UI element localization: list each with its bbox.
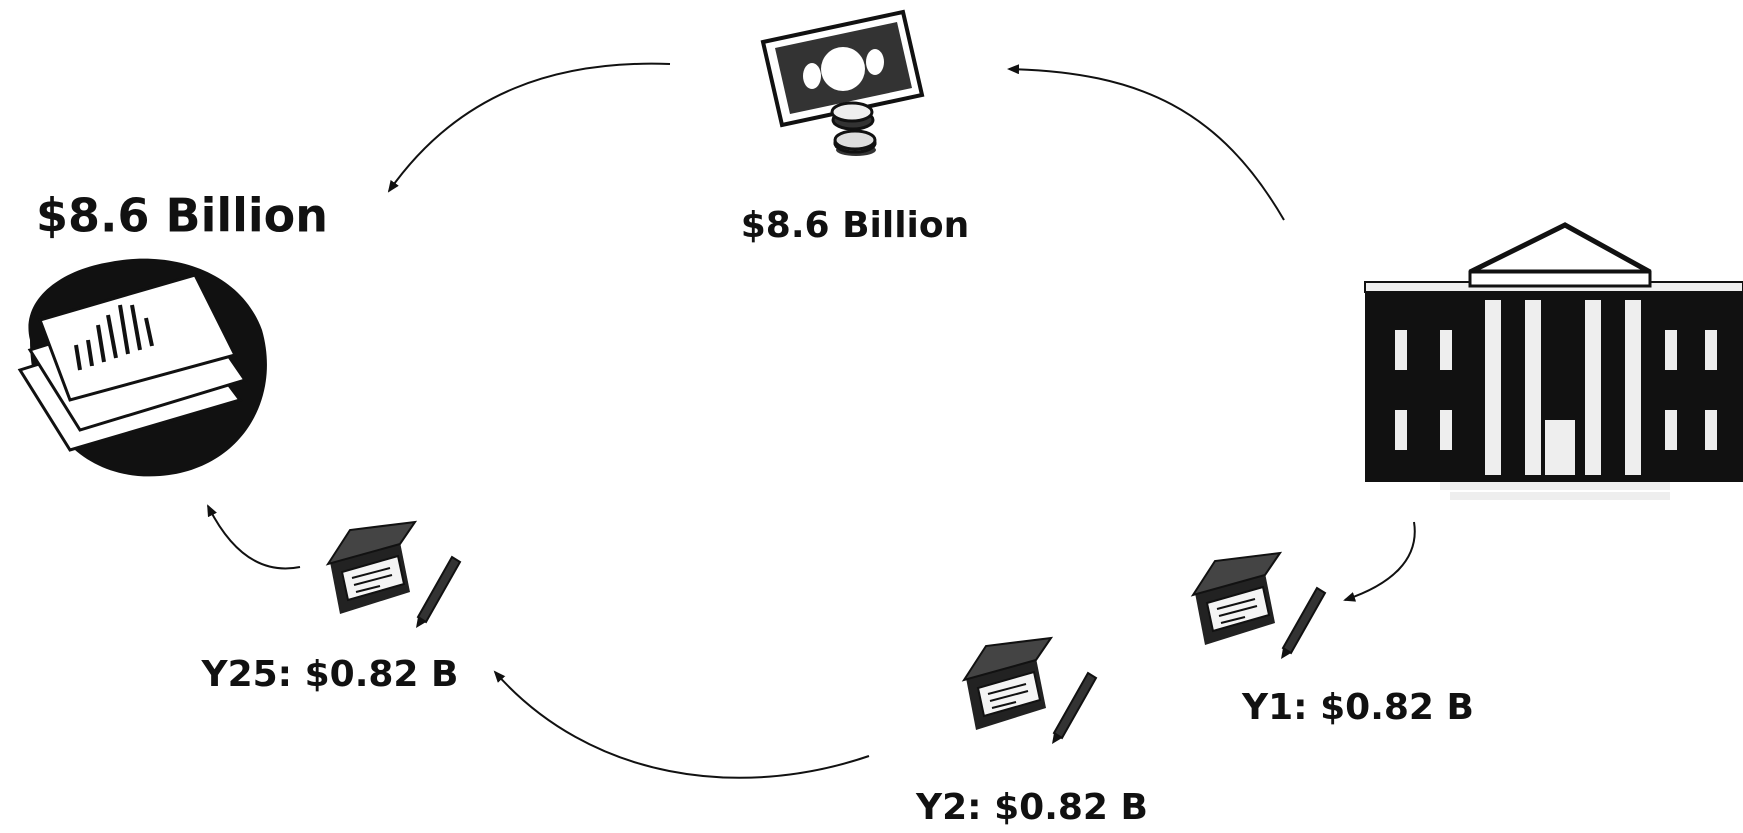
diagram: $8.6 Billion $8.6 Billion Y1: $0.82 B Y2… — [0, 0, 1743, 833]
checkbook-icon — [1193, 553, 1325, 659]
funding-label: $8.6 Billion — [741, 205, 970, 246]
payment-label: Y2: $0.82 B — [915, 787, 1148, 828]
money-icon — [763, 12, 922, 156]
payment-label: Y25: $0.82 B — [201, 654, 459, 695]
building-icon — [1365, 225, 1743, 500]
flow-arrow — [495, 672, 869, 778]
checkbook-icon — [328, 522, 460, 628]
flow-arrow — [208, 506, 300, 568]
total-label: $8.6 Billion — [36, 189, 328, 243]
flow-arrow — [1009, 69, 1284, 220]
payment-label: Y1: $0.82 B — [1241, 687, 1474, 728]
flow-arrow — [389, 64, 670, 191]
documents-icon — [20, 259, 267, 477]
flow-arrow — [1345, 522, 1415, 600]
checkbook-icon — [964, 638, 1096, 744]
